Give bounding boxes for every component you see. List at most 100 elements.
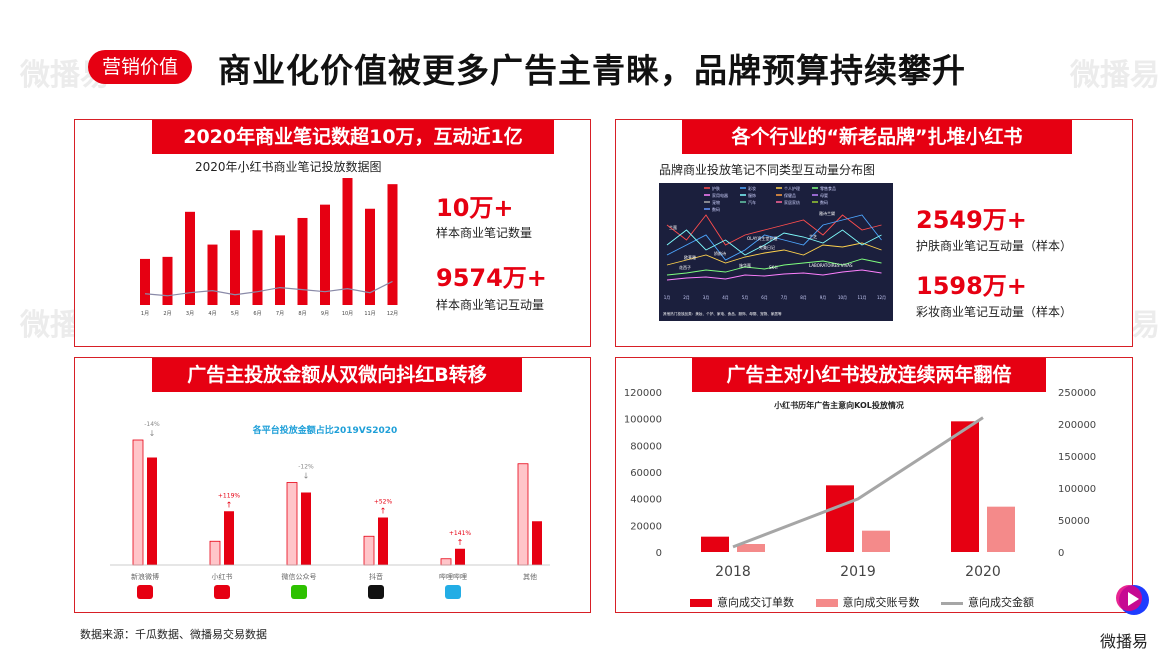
mini-brand-label: 施华蔻 (739, 262, 751, 268)
mini-brand-label: 雅诗兰黛 (819, 210, 835, 216)
notes-bar (162, 256, 173, 305)
mini-legend-label: 服饰 (748, 192, 756, 198)
bar-2020 (224, 511, 234, 565)
platform-label: 哔哩哔哩 (439, 572, 467, 581)
platform-logo-icon (291, 585, 307, 599)
watermark: 微播易 (1070, 58, 1160, 93)
mini-series-line (666, 214, 882, 246)
mini-legend-label: 数码 (820, 199, 828, 205)
change-label: +141% (449, 530, 471, 537)
bar-2019 (286, 482, 298, 566)
mini-brand-label: SK-II (769, 265, 778, 270)
month-tick-label: 12月 (387, 311, 398, 317)
mini-legend-label: 护肤 (712, 185, 720, 191)
notes-bar (297, 217, 308, 305)
notes-bar (387, 184, 398, 305)
brand-name: 微播易 (1100, 632, 1149, 651)
amount-line (732, 416, 984, 549)
mini-month-label: 11月 (857, 295, 866, 300)
month-tick-label: 9月 (321, 311, 329, 317)
platform-logo-icon (214, 585, 230, 599)
mini-brand-label: 完美日记 (759, 244, 775, 250)
platform-label: 微信公众号 (282, 572, 317, 581)
panel4-banner: 广告主对小红书投放连续两年翻倍 (692, 358, 1046, 392)
left-axis-tick: 80000 (630, 441, 662, 452)
notes-bar-chart: 1月 2月 3月 4月 5月 6月 7月 8月 9月 10月 11月 12月 (140, 178, 398, 317)
bar-2020 (378, 517, 388, 565)
month-tick-label: 4月 (208, 311, 216, 317)
right-axis-tick: 50000 (1058, 516, 1090, 527)
left-axis-tick: 20000 (630, 521, 662, 532)
down-arrow-icon: ↓ (303, 472, 310, 481)
panel1-banner: 2020年商业笔记数超10万，互动近1亿 (152, 120, 554, 154)
kol-chart-title: 小红书历年广告主意向KOL投放情况 (773, 400, 904, 410)
platform-logo-icon (368, 585, 384, 599)
panel2-banner: 各个行业的“新老品牌”扎堆小红书 (682, 120, 1072, 154)
month-tick-label: 5月 (231, 311, 239, 317)
right-axis-tick: 0 (1058, 548, 1064, 559)
mini-month-label: 9月 (820, 295, 827, 300)
mini-legend-label: 宠物 (712, 199, 720, 205)
year-tick-label: 2020 (965, 564, 1001, 580)
brand-interaction-chart: 护肤 彩妆 个人护理 零售食品 家用电器 服饰 保健品 母婴 宠物 汽车 家居家纺 数码 数码 兰蔻 OLA… (659, 183, 893, 321)
platform-share-chart: 各平台投放金额占比2019VS2020-14%↓新浪微博+119%↑小红书-12… (110, 421, 550, 599)
bar-2020 (532, 521, 542, 565)
notes-bar (230, 230, 240, 305)
panel1-chart-title: 2020年小红书商业笔记投放数据图 (195, 160, 382, 174)
panel3-banner: 广告主投放金额从双微向抖红B转移 (152, 358, 522, 392)
right-axis-tick: 200000 (1058, 420, 1096, 431)
platform-logo-icon (445, 585, 461, 599)
stat-skincare-label: 护肤商业笔记互动量（样本） (916, 239, 1073, 253)
stat-makeup-label: 彩妆商业笔记互动量（样本） (916, 305, 1073, 319)
legend-item-orders: 意向成交订单数 (690, 596, 794, 609)
mini-brand-label: 兰蔻 (669, 224, 677, 230)
bar-2019 (440, 558, 452, 566)
month-tick-label: 10月 (342, 311, 353, 317)
mini-legend-label: 母婴 (820, 193, 828, 198)
mini-series-line (666, 242, 882, 266)
year-tick-label: 2019 (840, 564, 876, 580)
right-axis-tick: 250000 (1058, 388, 1096, 399)
mini-month-label: 10月 (838, 295, 847, 300)
orders-bar (701, 536, 729, 552)
right-axis-tick: 150000 (1058, 452, 1096, 463)
platform-label: 新浪微博 (131, 572, 159, 581)
left-axis-tick: 60000 (630, 468, 662, 479)
legend-item-amount: 意向成交金额 (941, 596, 1034, 609)
kol-chart-legend: 意向成交订单数 意向成交账号数 意向成交金额 (690, 594, 1052, 610)
accounts-bar (862, 530, 890, 552)
platform-label: 抖音 (369, 572, 383, 581)
mini-brand-label: 欧莱雅 (684, 254, 696, 260)
month-tick-label: 1月 (141, 311, 149, 317)
up-arrow-icon: ↑ (226, 500, 233, 509)
data-source: 数据来源：千瓜数据、微播易交易数据 (80, 628, 267, 641)
bar-2020 (147, 457, 157, 565)
platform-chart-title: 各平台投放金额占比2019VS2020 (252, 424, 398, 436)
change-label: -12% (298, 464, 314, 471)
mini-legend-label: 保健品 (784, 192, 796, 198)
month-tick-label: 11月 (364, 311, 375, 317)
mini-legend-label: 数码 (712, 206, 720, 212)
notes-bar (342, 178, 353, 305)
mini-month-label: 3月 (703, 295, 710, 300)
panel-kol-investment (615, 357, 1133, 613)
notes-bar (140, 258, 150, 305)
panel-commercial-notes (74, 119, 591, 347)
mini-month-label: 7月 (781, 295, 788, 300)
mini-legend-label: 彩妆 (748, 185, 756, 191)
mini-legend-label: 个人护理 (784, 185, 800, 191)
notes-bar (275, 235, 285, 305)
platform-logo-icon (137, 585, 153, 599)
mini-brand-label: LABORATOIRES VIVAS (809, 263, 853, 268)
mini-month-label: 6月 (761, 295, 768, 300)
bar-2020 (455, 548, 465, 565)
orders-bar (951, 421, 979, 552)
up-arrow-icon: ↑ (380, 507, 387, 516)
change-label: -14% (144, 421, 160, 428)
stat-notes-interaction-label: 样本商业笔记互动量 (436, 298, 545, 312)
mini-series-line (666, 258, 882, 276)
mini-legend-label: 家用电器 (712, 192, 728, 198)
mini-month-label: 4月 (722, 295, 729, 300)
mini-brand-label: OLAY资生堂护理 (747, 235, 777, 241)
mini-month-label: 1月 (664, 295, 671, 300)
